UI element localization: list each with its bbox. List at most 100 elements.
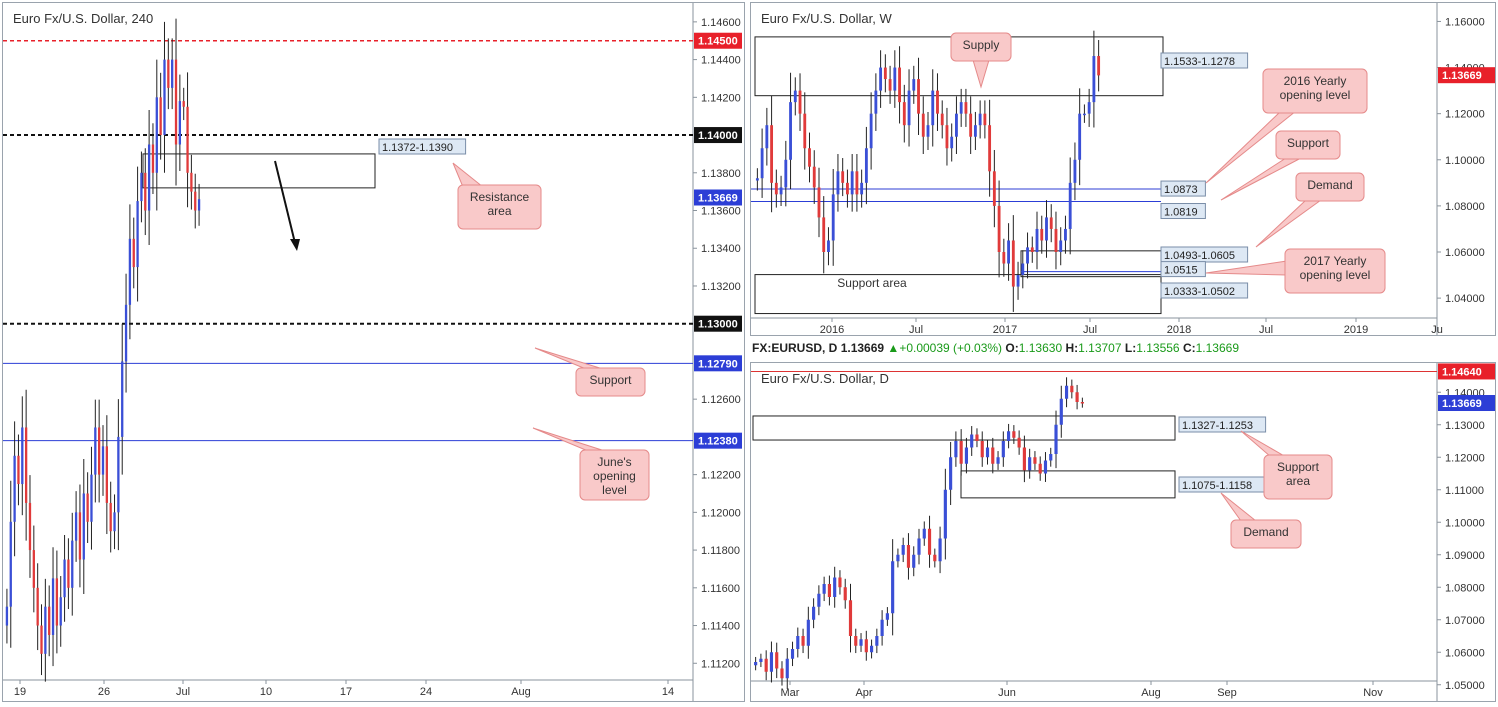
candle-body — [888, 79, 892, 91]
up-triangle-icon: ▲ — [887, 341, 900, 355]
candle-body — [959, 102, 963, 114]
candle-body — [779, 187, 783, 195]
candle-body — [1033, 457, 1037, 464]
candle-body — [86, 493, 89, 522]
candle-body — [13, 455, 16, 522]
time-tick-label: Mar — [781, 687, 800, 699]
candle-body — [874, 90, 878, 114]
callout-label: opening level — [1300, 268, 1371, 282]
callout-tail — [452, 162, 485, 188]
h4-chart-panel[interactable]: 1.14600 1.14400 1.14200 1.13800 1.13600 1.134… — [2, 2, 745, 702]
price-tag-label: 1.14640 — [1442, 366, 1482, 378]
time-tick-label: Jul — [176, 686, 190, 698]
price-tick-label: 1.10000 — [1445, 517, 1485, 529]
candle-body — [859, 639, 863, 646]
candle-body — [901, 545, 905, 555]
callout-tail — [1205, 260, 1288, 276]
time-tick-label: Aug — [511, 686, 531, 698]
candle-body — [812, 166, 816, 188]
time-tick-label: 26 — [98, 686, 110, 698]
candle-body — [784, 159, 788, 188]
callout-tail — [972, 59, 990, 89]
candle-body — [898, 67, 901, 103]
callout-box — [1262, 68, 1368, 114]
time-tick-label: 2018 — [1167, 324, 1191, 335]
time-tick-label: 19 — [14, 686, 26, 698]
daily-symbol: FX:EURUSD, D — [752, 341, 838, 355]
candle-body — [790, 649, 795, 659]
candle-body — [969, 113, 973, 137]
candle-body — [785, 658, 789, 679]
price-tag-label: 1.14500 — [698, 36, 738, 48]
candle-body — [893, 67, 897, 91]
candle-body — [770, 125, 774, 183]
candle-body — [67, 559, 70, 588]
daily-low: 1.13556 — [1136, 341, 1180, 355]
candle-body — [759, 658, 763, 662]
callout-box — [457, 184, 542, 230]
candle-body — [855, 171, 859, 195]
weekly-chart-panel[interactable]: 1.160001.140001.120001.100001.080001.060… — [750, 2, 1496, 336]
time-tick-label: Nov — [1363, 687, 1383, 699]
price-tag-box — [1438, 363, 1495, 380]
price-tick-label: 1.06000 — [1445, 647, 1485, 659]
candle-body — [796, 636, 800, 649]
price-tick-label: 1.05000 — [1445, 680, 1485, 692]
callout-label: Demand — [1243, 525, 1288, 539]
candle-body — [1059, 398, 1063, 425]
candle-body — [838, 577, 842, 588]
daily-chart-svg[interactable]: 1.140001.130001.120001.110001.100001.090… — [751, 363, 1495, 701]
candle-body — [978, 113, 982, 126]
candle-body — [754, 662, 758, 666]
candle-body — [879, 67, 883, 91]
zone-label-box — [1160, 52, 1249, 69]
candle-body — [764, 658, 768, 672]
price-tick-label: 1.06000 — [1445, 247, 1485, 259]
callout-tail — [1240, 430, 1288, 458]
candle-body — [926, 125, 930, 137]
zone-box — [960, 470, 1176, 499]
weekly-chart-svg[interactable]: 1.160001.140001.120001.100001.080001.060… — [751, 3, 1495, 335]
candle-body — [124, 304, 128, 362]
candle-body — [896, 554, 900, 562]
callout-tail — [1220, 492, 1258, 522]
h4-chart-svg[interactable]: 1.14600 1.14400 1.14200 1.13800 1.13600 1.134… — [3, 3, 744, 701]
candle-body — [875, 636, 879, 646]
price-tag-box — [694, 32, 742, 49]
candle-body — [912, 554, 916, 568]
time-tick-label: Ju — [1431, 324, 1443, 335]
candle-body — [94, 427, 97, 475]
candle-body — [1064, 385, 1069, 399]
level-label: 1.0515 — [1164, 265, 1198, 277]
candle-body — [854, 636, 858, 646]
level-label-box — [1160, 203, 1206, 220]
zone-label-box — [378, 138, 467, 155]
callout-label: 2017 Yearly — [1304, 254, 1367, 268]
daily-chart-panel[interactable]: 1.14000 1.13000 1.12000 1.11000 1.10000 1.090… — [750, 362, 1496, 702]
time-tick-label: Jun — [998, 687, 1016, 699]
time-tick-label: 14 — [662, 686, 674, 698]
down-arrow-shaft — [274, 160, 296, 244]
candle-body — [51, 578, 55, 635]
down-arrow-head — [290, 239, 300, 251]
daily-change: +0.00039 (+0.03%) — [899, 341, 1003, 355]
callout-tail — [1220, 157, 1302, 201]
zone-label: 1.0333-1.0502 — [1164, 286, 1235, 298]
candle-body — [109, 502, 112, 532]
candle-body — [167, 59, 170, 88]
candle-body — [186, 106, 189, 173]
candle-body — [801, 636, 805, 646]
zone-label-box — [1160, 282, 1249, 299]
candle-body — [1040, 228, 1044, 241]
candle-body — [21, 427, 24, 485]
callout-label: Demand — [1307, 178, 1352, 192]
candle-body — [151, 144, 155, 173]
candle-body — [980, 441, 984, 458]
candle-body — [848, 600, 853, 636]
candle-body — [933, 554, 937, 562]
candle-body — [985, 447, 990, 458]
candle-body — [931, 90, 935, 126]
candle-body — [798, 90, 802, 114]
candle-body — [9, 521, 12, 607]
daily-ohlc-header: FX:EURUSD, D 1.13669 ▲+0.00039 (+0.03%) … — [752, 341, 1240, 355]
